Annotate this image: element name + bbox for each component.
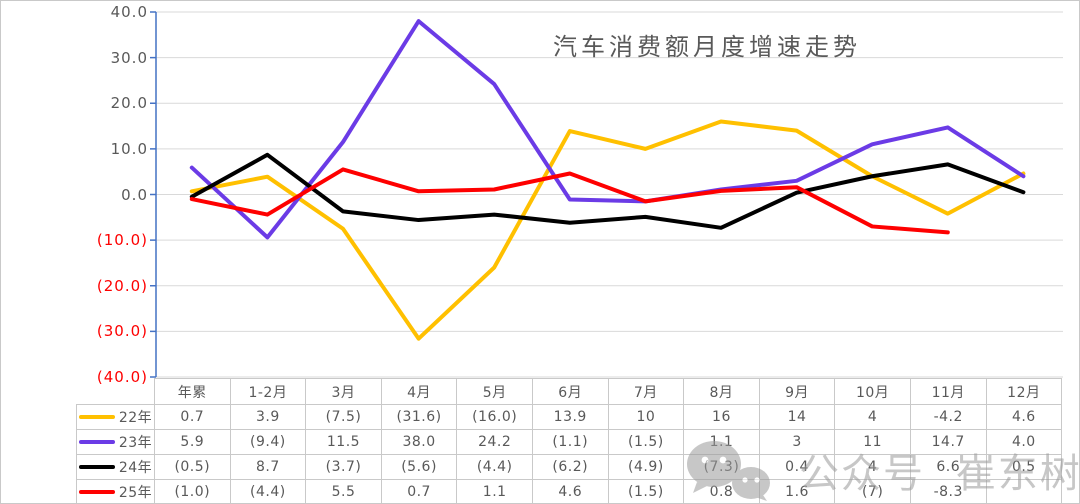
table-value-cell: (9.4) <box>229 429 307 455</box>
series-line-23年 <box>189 19 1026 240</box>
legend-swatch <box>78 464 115 469</box>
legend-swatch <box>78 489 115 494</box>
y-axis-label: 30.0 <box>110 48 148 67</box>
table-value-cell: (16.0) <box>456 404 533 430</box>
table-value-cell: (1.5) <box>607 429 685 455</box>
table-value-cell: 4.0 <box>985 429 1063 455</box>
table-value-cell: 0.5 <box>985 454 1063 480</box>
table-value-cell: 1.1 <box>683 429 760 455</box>
legend-swatch <box>78 414 115 419</box>
table-value-cell: 5.5 <box>305 479 382 503</box>
table-value-cell: (4.4) <box>229 479 307 503</box>
y-axis-label: 40.0 <box>110 3 148 21</box>
table-value-cell: (7.5) <box>305 404 382 430</box>
table-value-cell: 4 <box>834 454 911 480</box>
table-value-cell: -4.2 <box>909 404 987 430</box>
table-value-cell: (31.6) <box>380 404 458 430</box>
table-value-cell: (4.4) <box>456 454 533 480</box>
table-value-cell <box>985 479 1063 503</box>
table-header-cell: 11月 <box>909 378 987 405</box>
table-value-cell: (6.2) <box>531 454 609 480</box>
table-value-cell: 1.1 <box>456 479 533 503</box>
legend-label: 24年 <box>118 460 153 476</box>
legend-item: 24年 <box>76 454 155 480</box>
table-value-cell: 14 <box>758 404 836 430</box>
table-value-cell: -8.3 <box>909 479 987 503</box>
table-header-cell: 1-2月 <box>229 378 307 405</box>
table-value-cell: 14.7 <box>909 429 987 455</box>
table-value-cell: 4.6 <box>985 404 1063 430</box>
table-value-cell: 4 <box>834 404 911 430</box>
data-table: 年累 1-2月 3月 4月 5月 6月 7月 8月 9月 10月 11月 12月 22年 0.7 3.9 (7… <box>76 378 1063 503</box>
table-row: 25年 (1.0) (4.4) 5.5 0.7 1.1 4.6 (1.5) 0.8 1.6 (7) -… <box>76 479 1063 503</box>
table-value-cell: 1.6 <box>758 479 836 503</box>
legend-item: 22年 <box>76 404 155 430</box>
table-value-cell: 0.8 <box>683 479 760 503</box>
table-value-cell: 38.0 <box>380 429 458 455</box>
table-value-cell: 0.7 <box>154 404 231 430</box>
y-axis-label: (20.0) <box>96 276 148 295</box>
y-axis-label: 10.0 <box>110 139 148 158</box>
table-header-cell: 年累 <box>154 378 231 405</box>
y-axis-label: (10.0) <box>96 231 148 250</box>
table-value-cell: (4.9) <box>607 454 685 480</box>
legend-label: 23年 <box>118 435 153 451</box>
table-value-cell: (1.1) <box>531 429 609 455</box>
table-value-cell: 0.7 <box>380 479 458 503</box>
table-header-cell: 8月 <box>683 378 760 405</box>
y-axis-label: (30.0) <box>96 322 148 341</box>
legend-item: 25年 <box>76 479 155 503</box>
table-value-cell: 8.7 <box>229 454 307 480</box>
table-value-cell: 13.9 <box>531 404 609 430</box>
table-header-cell: 12月 <box>985 378 1063 405</box>
table-value-cell: (1.5) <box>607 479 685 503</box>
series-line-22年 <box>189 119 1026 341</box>
table-row: 24年 (0.5) 8.7 (3.7) (5.6) (4.4) (6.2) (4.9) (7.3… <box>76 454 1063 480</box>
table-value-cell: (7.3) <box>683 454 760 480</box>
table-value-cell: 3.9 <box>229 404 307 430</box>
table-header-cell: 4月 <box>380 378 458 405</box>
table-header-cell: 6月 <box>531 378 609 405</box>
legend-label: 22年 <box>118 410 153 426</box>
table-header-cell: 3月 <box>305 378 382 405</box>
table-value-cell: 6.6 <box>909 454 987 480</box>
y-axis-label: (40.0) <box>96 368 148 386</box>
table-value-cell: 10 <box>607 404 685 430</box>
series-line-24年 <box>189 152 1026 230</box>
table-value-cell: (3.7) <box>305 454 382 480</box>
series-line-25年 <box>189 167 950 235</box>
table-value-cell: (5.6) <box>380 454 458 480</box>
legend-label: 25年 <box>118 485 153 501</box>
chart-title: 汽车消费额月度增速走势 <box>553 33 861 61</box>
table-header-cell: 7月 <box>607 378 685 405</box>
table-value-cell: 24.2 <box>456 429 533 455</box>
table-corner-cell <box>77 379 155 405</box>
table-value-cell: (7) <box>834 479 911 503</box>
table-row: 22年 0.7 3.9 (7.5) (31.6) (16.0) 13.9 10 16 14 4 -4.… <box>76 404 1063 430</box>
y-axis-label: 0.0 <box>121 185 148 204</box>
table-value-cell: 11 <box>834 429 911 455</box>
legend-item: 23年 <box>76 429 155 455</box>
legend-swatch <box>78 439 115 444</box>
table-value-cell: 4.6 <box>531 479 609 503</box>
table-value-cell: 5.9 <box>154 429 231 455</box>
table-value-cell: 3 <box>758 429 836 455</box>
table-value-cell: 0.4 <box>758 454 836 480</box>
table-value-cell: 11.5 <box>305 429 382 455</box>
table-row: 23年 5.9 (9.4) 11.5 38.0 24.2 (1.1) (1.5) 1.1 3 11 1… <box>76 429 1063 455</box>
table-value-cell: 16 <box>683 404 760 430</box>
table-header-cell: 9月 <box>758 378 836 405</box>
table-value-cell: (0.5) <box>154 454 231 480</box>
table-value-cell: (1.0) <box>154 479 231 503</box>
table-header-cell: 10月 <box>834 378 911 405</box>
y-axis-label: 20.0 <box>110 94 148 113</box>
table-header-cell: 5月 <box>456 378 533 405</box>
